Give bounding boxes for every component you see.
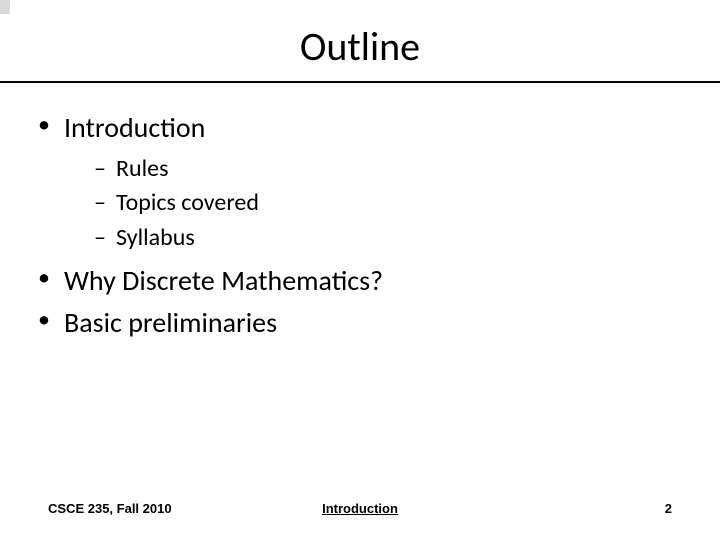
slide-title: Outline — [300, 22, 420, 71]
bullet-introduction: Introduction Rules Topics covered Syllab… — [38, 109, 700, 254]
bullet-preliminaries: Basic preliminaries — [38, 304, 700, 342]
sub-bullet-topics: Topics covered — [94, 187, 700, 219]
bullet-why-discrete: Why Discrete Mathematics? — [38, 262, 700, 300]
slide: Outline Introduction Rules Topics covere… — [0, 0, 720, 540]
bullet-text: Why Discrete Mathematics? — [64, 263, 383, 298]
bullet-list: Introduction Rules Topics covered Syllab… — [20, 109, 700, 342]
footer-topic: Introduction — [256, 501, 464, 516]
sub-bullet-rules: Rules — [94, 153, 700, 185]
corner-decoration — [0, 0, 10, 14]
bullet-text: Introduction — [64, 110, 205, 145]
content-area: Introduction Rules Topics covered Syllab… — [0, 83, 720, 342]
footer-page-number: 2 — [464, 501, 672, 516]
title-area: Outline — [0, 0, 720, 81]
bullet-text: Basic preliminaries — [64, 305, 277, 340]
slide-footer: CSCE 235, Fall 2010 Introduction 2 — [0, 501, 720, 516]
footer-course: CSCE 235, Fall 2010 — [48, 501, 256, 516]
sub-bullet-list: Rules Topics covered Syllabus — [64, 153, 700, 254]
sub-bullet-syllabus: Syllabus — [94, 222, 700, 254]
